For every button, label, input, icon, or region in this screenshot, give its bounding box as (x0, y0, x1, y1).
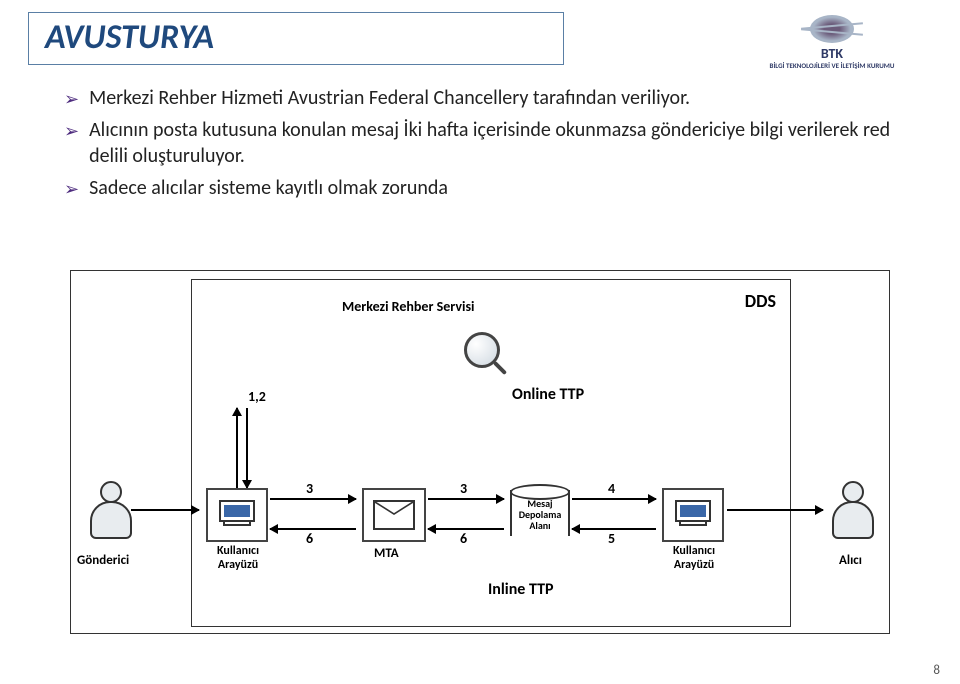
edge-ua-to-rehber-up (236, 408, 238, 488)
bullet-text: Alıcının posta kutusuna konulan mesaj İk… (89, 117, 932, 169)
globe-icon (810, 15, 854, 43)
edge-6a-num: 6 (306, 530, 313, 547)
mta-label: MTA (374, 546, 399, 561)
inline-ttp-label: Inline TTP (488, 580, 554, 599)
mta-node (362, 488, 426, 542)
ua-right-node (662, 488, 724, 542)
diagram: DDS Merkezi Rehber Servisi Online TTP 1,… (70, 270, 890, 634)
edge-4 (572, 498, 656, 500)
diagram-inner: DDS Merkezi Rehber Servisi Online TTP 1,… (191, 279, 791, 627)
step-1-2: 1,2 (248, 388, 266, 405)
sender-label: Gönderici (77, 553, 129, 568)
envelope-icon (373, 500, 415, 530)
edge-3a-num: 3 (306, 480, 313, 497)
storage-label: Mesaj Depolama Alanı (510, 498, 570, 531)
title-bar: AVUSTURYA (28, 12, 564, 65)
inner-title: Merkezi Rehber Servisi (342, 298, 474, 315)
edge-3b-num: 3 (460, 480, 467, 497)
edge-ua-receiver (727, 509, 823, 511)
edge-4-num: 4 (608, 480, 615, 497)
slide-title: AVUSTURYA (45, 17, 547, 58)
online-ttp-label: Online TTP (512, 385, 584, 404)
bullet-item: ➢ Sadece alıcılar sisteme kayıtlı olmak … (64, 175, 932, 201)
edge-3b (428, 498, 504, 500)
computer-icon (219, 500, 255, 530)
bullet-list: ➢ Merkezi Rehber Hizmeti Avustrian Feder… (28, 85, 932, 201)
sender-person-icon (87, 481, 135, 549)
edge-sender-ua (131, 509, 199, 511)
computer-icon (675, 500, 711, 530)
bullet-text: Merkezi Rehber Hizmeti Avustrian Federal… (89, 85, 690, 111)
edge-ua-to-rehber-down (246, 408, 248, 488)
slide: AVUSTURYA BTK BİLGİ TEKNOLOJİLERİ VE İLE… (0, 0, 960, 684)
magnifier-icon (462, 330, 510, 378)
edge-3a (270, 498, 356, 500)
btk-logo: BTK BİLGİ TEKNOLOJİLERİ VE İLETİŞİM KURU… (732, 10, 932, 74)
receiver-label: Alıcı (839, 553, 862, 568)
edge-5-num: 5 (608, 530, 615, 547)
bullet-item: ➢ Alıcının posta kutusuna konulan mesaj … (64, 117, 932, 169)
ua-left-label: Kullanıcı Arayüzü (202, 544, 274, 572)
receiver-person-icon (829, 481, 877, 549)
logo-subtext: BİLGİ TEKNOLOJİLERİ VE İLETİŞİM KURUMU (770, 62, 895, 69)
ua-right-label: Kullanıcı Arayüzü (658, 544, 730, 572)
bullet-text: Sadece alıcılar sisteme kayıtlı olmak zo… (89, 175, 448, 201)
edge-6b-num: 6 (460, 530, 467, 547)
bullet-arrow-icon: ➢ (64, 178, 79, 200)
ua-left-node (206, 488, 268, 542)
page-number: 8 (933, 663, 940, 678)
bullet-item: ➢ Merkezi Rehber Hizmeti Avustrian Feder… (64, 85, 932, 111)
dds-label: DDS (745, 290, 776, 312)
storage-node: Mesaj Depolama Alanı (510, 484, 570, 542)
bullet-arrow-icon: ➢ (64, 120, 79, 142)
bullet-arrow-icon: ➢ (64, 88, 79, 110)
logo-text: BTK (821, 45, 843, 62)
